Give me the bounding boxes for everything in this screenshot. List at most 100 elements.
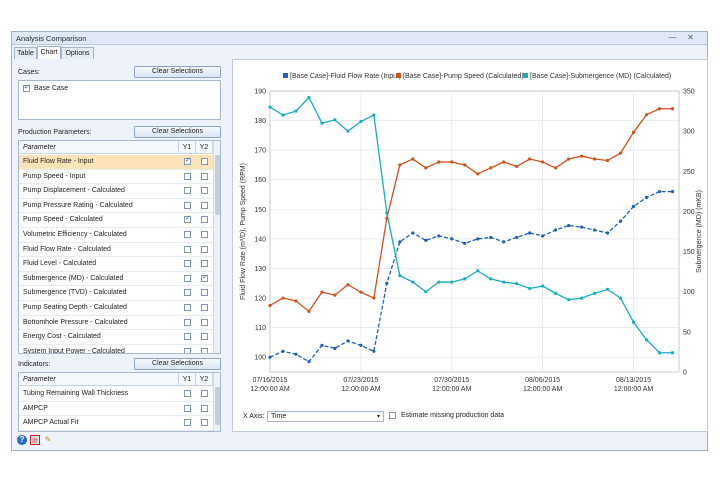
help-icon[interactable]: ? <box>17 435 27 445</box>
production-row[interactable]: System Input Power - Calculated <box>19 345 213 353</box>
production-row-y1-checkbox[interactable] <box>184 245 191 253</box>
data-point <box>372 113 376 117</box>
production-row[interactable]: Fluid Flow Rate - Calculated <box>19 243 213 258</box>
production-row[interactable]: Fluid Level - Calculated <box>19 257 213 272</box>
production-row-y2-checkbox[interactable] <box>201 201 208 209</box>
production-row-y2-checkbox[interactable] <box>201 172 208 180</box>
legend-swatch <box>523 73 528 78</box>
production-row-y2-checkbox[interactable] <box>201 289 208 297</box>
production-row-y2-checkbox[interactable] <box>201 347 208 353</box>
production-row-label: Volumetric Efficiency - Calculated <box>23 231 127 238</box>
production-row-y1-checkbox[interactable] <box>184 304 191 311</box>
data-point <box>450 237 454 241</box>
production-row[interactable]: Pump Speed - Input <box>19 170 213 185</box>
production-row-y2-checkbox[interactable] <box>201 245 208 253</box>
indicators-scroll-thumb[interactable] <box>215 387 220 425</box>
production-row-y1-checkbox[interactable] <box>184 318 191 326</box>
production-row-y2-checkbox[interactable] <box>201 231 208 238</box>
indicators-scrollbar[interactable] <box>213 373 220 431</box>
production-row[interactable]: Pump Displacement - Calculated <box>19 184 213 199</box>
indicators-row-y2-checkbox[interactable] <box>201 419 208 427</box>
indicators-clear-selections-button[interactable]: Clear Selections <box>134 358 221 370</box>
production-row-y1-checkbox[interactable] <box>184 214 191 224</box>
production-col-y1[interactable]: Y1 <box>179 141 196 154</box>
x-axis-select[interactable]: Time ▾ <box>267 411 384 422</box>
data-point <box>398 163 402 167</box>
production-row-y1-checkbox[interactable] <box>184 333 191 341</box>
cases-clear-selections-button[interactable]: Clear Selections <box>134 66 221 78</box>
production-row-y2-checkbox[interactable] <box>201 158 208 165</box>
indicators-row-y1-checkbox[interactable] <box>184 390 191 397</box>
data-point <box>437 280 441 284</box>
production-row[interactable]: Pump Speed - Calculated <box>19 213 213 228</box>
production-col-parameter[interactable]: Parameter <box>19 141 179 154</box>
indicators-row[interactable]: AMPCP <box>19 402 213 417</box>
production-row[interactable]: Submergence (TVD) - Calculated <box>19 286 213 301</box>
production-row[interactable]: Energy Cost - Calculated <box>19 330 213 345</box>
indicators-col-parameter[interactable]: Parameter <box>19 373 179 386</box>
data-point <box>333 293 337 297</box>
production-row-y1-checkbox[interactable] <box>184 274 191 282</box>
edit-icon[interactable]: ✎ <box>44 435 52 444</box>
production-row-label: Fluid Flow Rate - Calculated <box>23 245 111 253</box>
production-row-y1-checkbox[interactable] <box>184 347 191 353</box>
production-row[interactable]: Submergence (MD) - Calculated <box>19 272 213 287</box>
data-point <box>476 172 480 176</box>
indicators-row-y2-checkbox[interactable] <box>201 404 208 412</box>
production-row-y2-checkbox[interactable] <box>201 333 208 341</box>
production-row-y2-checkbox[interactable] <box>201 187 208 195</box>
data-point <box>618 151 623 155</box>
close-button[interactable]: ✕ <box>687 33 694 42</box>
production-row-y2-checkbox[interactable] <box>201 273 208 282</box>
chevron-down-icon: ▾ <box>376 414 380 420</box>
production-row-y1-checkbox[interactable] <box>184 201 191 209</box>
legend-entry: [Base Case]-Submergence (MD) (Calculated… <box>530 73 671 80</box>
production-clear-selections-button[interactable]: Clear Selections <box>134 126 221 138</box>
cases-list: Base Case <box>18 80 221 120</box>
production-row-y2-checkbox[interactable] <box>201 304 208 311</box>
tab-chart[interactable]: Chart <box>37 46 61 59</box>
production-row-y1-checkbox[interactable] <box>184 187 191 195</box>
data-point <box>372 296 376 300</box>
production-row-y1-checkbox[interactable] <box>184 156 191 165</box>
data-point <box>618 296 623 300</box>
data-point <box>631 130 636 135</box>
minimize-button[interactable]: — <box>668 33 677 42</box>
production-row-y2-checkbox[interactable] <box>201 216 208 224</box>
pdf-icon[interactable]: ▤ <box>30 435 40 445</box>
indicators-row-y1-checkbox[interactable] <box>184 404 191 412</box>
data-point <box>670 189 675 194</box>
production-row[interactable]: Bottomhole Pressure - Calculated <box>19 316 213 331</box>
data-point <box>294 352 298 356</box>
indicators-row-y2-checkbox[interactable] <box>201 390 208 397</box>
production-row-y1-checkbox[interactable] <box>184 260 191 268</box>
production-col-y2[interactable]: Y2 <box>196 141 213 154</box>
production-row[interactable]: Fluid Flow Rate - Input <box>19 155 213 170</box>
indicators-col-y2[interactable]: Y2 <box>196 373 213 386</box>
data-point <box>554 291 558 295</box>
production-row-y1-checkbox[interactable] <box>184 289 191 297</box>
data-point <box>411 231 415 235</box>
production-scrollbar[interactable] <box>213 141 220 353</box>
production-row-y2-checkbox[interactable] <box>201 260 208 268</box>
production-row[interactable]: Pump Seating Depth - Calculated <box>19 301 213 316</box>
x-tick-label-date: 08/06/2015 <box>525 377 560 384</box>
production-row-y2-checkbox[interactable] <box>201 318 208 326</box>
production-row-y1-checkbox[interactable] <box>184 231 191 238</box>
production-row[interactable]: Volumetric Efficiency - Calculated <box>19 228 213 243</box>
indicators-row[interactable]: AMPCP Actual Fit <box>19 416 213 431</box>
tab-options[interactable]: Options <box>61 47 94 59</box>
case-base-case-checkbox[interactable] <box>23 83 30 92</box>
indicators-col-y1[interactable]: Y1 <box>179 373 196 386</box>
case-item-base-case[interactable]: Base Case <box>23 83 68 92</box>
x-tick-label-time: 12:00:00 AM <box>250 386 289 393</box>
production-row[interactable]: Pump Pressure Rating - Calculated <box>19 199 213 214</box>
production-row-y1-checkbox[interactable] <box>184 172 191 180</box>
tab-table[interactable]: Table <box>14 47 37 59</box>
data-point <box>541 234 545 238</box>
estimate-missing-toggle[interactable]: Estimate missing production data <box>389 412 504 419</box>
production-scroll-thumb[interactable] <box>215 155 220 215</box>
indicators-row[interactable]: Tubing Remaining Wall Thickness <box>19 387 213 402</box>
estimate-missing-checkbox[interactable] <box>389 412 396 419</box>
indicators-row-y1-checkbox[interactable] <box>184 419 191 427</box>
